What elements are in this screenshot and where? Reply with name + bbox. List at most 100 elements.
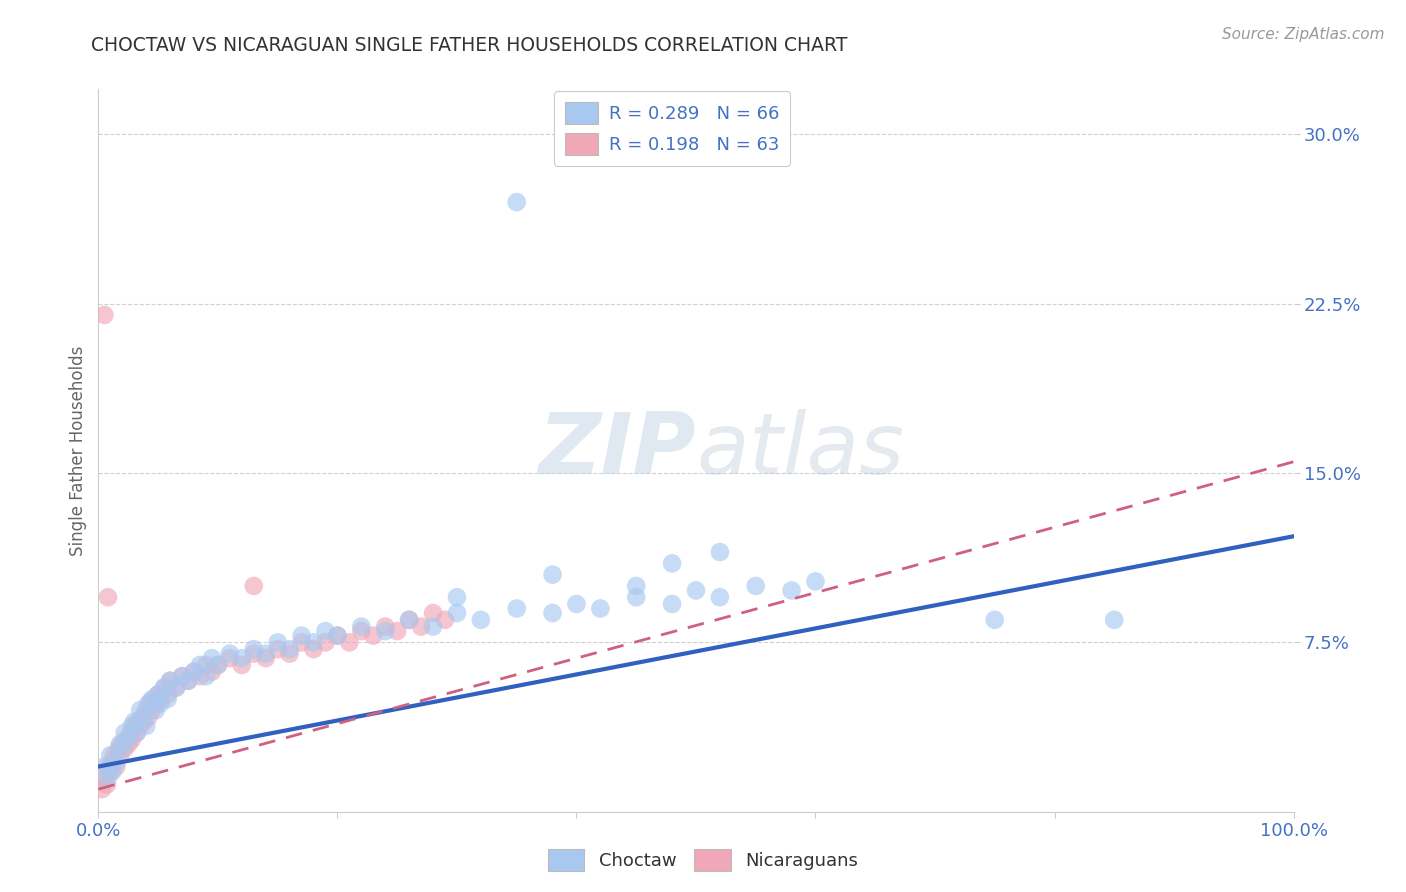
- Point: [243, 647, 266, 661]
- Point: [108, 737, 131, 751]
- Point: [139, 696, 162, 710]
- Point: [374, 619, 396, 633]
- Point: [626, 579, 648, 593]
- Point: [195, 657, 218, 672]
- Point: [201, 665, 224, 679]
- Point: [153, 681, 176, 695]
- Point: [183, 665, 205, 679]
- Point: [541, 567, 564, 582]
- Point: [172, 669, 194, 683]
- Point: [121, 732, 143, 747]
- Point: [626, 591, 648, 605]
- Point: [115, 732, 138, 747]
- Point: [434, 613, 457, 627]
- Point: [96, 778, 118, 792]
- Point: [124, 719, 146, 733]
- Point: [117, 737, 139, 751]
- Y-axis label: Single Father Households: Single Father Households: [69, 345, 87, 556]
- Point: [145, 696, 167, 710]
- Point: [125, 725, 148, 739]
- Point: [780, 583, 803, 598]
- Point: [97, 771, 120, 785]
- Point: [149, 691, 172, 706]
- Point: [374, 624, 396, 639]
- Point: [422, 619, 444, 633]
- Point: [93, 308, 115, 322]
- Point: [661, 597, 683, 611]
- Point: [114, 725, 136, 739]
- Point: [411, 619, 433, 633]
- Point: [326, 629, 349, 643]
- Point: [446, 606, 468, 620]
- Point: [121, 719, 143, 733]
- Point: [177, 673, 200, 688]
- Legend: Choctaw, Nicaraguans: Choctaw, Nicaraguans: [541, 842, 865, 879]
- Text: atlas: atlas: [696, 409, 904, 492]
- Point: [422, 606, 444, 620]
- Point: [302, 642, 325, 657]
- Point: [207, 657, 229, 672]
- Point: [506, 195, 529, 210]
- Point: [231, 657, 253, 672]
- Point: [219, 647, 242, 661]
- Point: [143, 691, 166, 706]
- Point: [98, 748, 122, 763]
- Point: [153, 681, 176, 695]
- Text: Source: ZipAtlas.com: Source: ZipAtlas.com: [1222, 27, 1385, 42]
- Point: [278, 642, 301, 657]
- Point: [105, 755, 128, 769]
- Point: [243, 642, 266, 657]
- Point: [219, 651, 242, 665]
- Point: [278, 647, 301, 661]
- Point: [125, 725, 148, 739]
- Point: [745, 579, 768, 593]
- Point: [267, 635, 290, 649]
- Point: [506, 601, 529, 615]
- Point: [111, 741, 134, 756]
- Point: [350, 624, 373, 639]
- Point: [159, 673, 181, 688]
- Point: [804, 574, 827, 589]
- Point: [291, 629, 314, 643]
- Point: [93, 759, 115, 773]
- Point: [141, 703, 163, 717]
- Point: [446, 591, 468, 605]
- Point: [111, 737, 134, 751]
- Point: [135, 703, 157, 717]
- Point: [589, 601, 612, 615]
- Point: [188, 669, 211, 683]
- Point: [149, 696, 172, 710]
- Point: [565, 597, 588, 611]
- Point: [267, 642, 290, 657]
- Point: [132, 710, 155, 724]
- Point: [385, 624, 409, 639]
- Point: [105, 759, 128, 773]
- Point: [350, 619, 373, 633]
- Point: [709, 591, 731, 605]
- Point: [165, 681, 187, 695]
- Point: [363, 629, 385, 643]
- Point: [291, 635, 314, 649]
- Text: CHOCTAW VS NICARAGUAN SINGLE FATHER HOUSEHOLDS CORRELATION CHART: CHOCTAW VS NICARAGUAN SINGLE FATHER HOUS…: [91, 36, 848, 54]
- Text: ZIP: ZIP: [538, 409, 696, 492]
- Point: [97, 759, 120, 773]
- Point: [315, 635, 337, 649]
- Point: [124, 714, 146, 729]
- Point: [685, 583, 707, 598]
- Point: [131, 710, 153, 724]
- Point: [315, 624, 337, 639]
- Point: [98, 764, 122, 778]
- Point: [93, 771, 115, 785]
- Point: [138, 710, 160, 724]
- Point: [148, 687, 170, 701]
- Point: [302, 635, 325, 649]
- Point: [156, 687, 179, 701]
- Point: [541, 606, 564, 620]
- Point: [129, 719, 152, 733]
- Point: [138, 696, 160, 710]
- Point: [165, 681, 187, 695]
- Point: [201, 651, 224, 665]
- Point: [145, 703, 167, 717]
- Point: [141, 691, 163, 706]
- Point: [120, 725, 142, 739]
